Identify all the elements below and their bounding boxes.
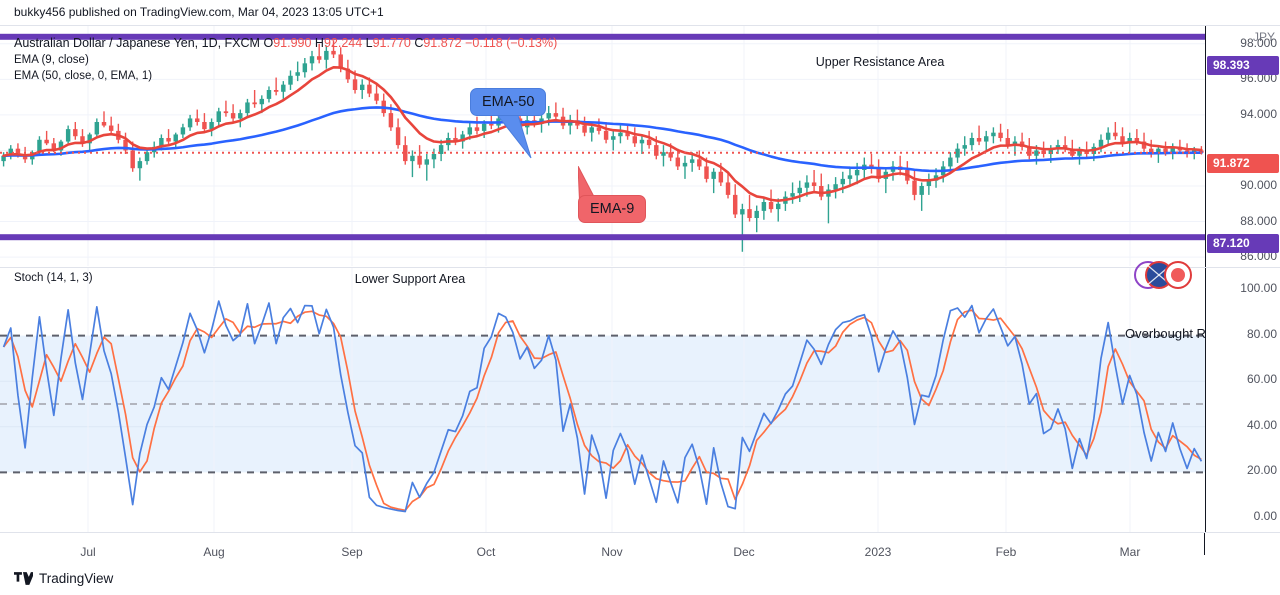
stoch-axis-tick: 60.00 <box>1246 372 1277 387</box>
time-axis-label: Nov <box>601 545 623 559</box>
symbol-legend: Australian Dollar / Japanese Yen, 1D, FX… <box>14 36 557 50</box>
time-axis-label: Aug <box>203 545 225 559</box>
ema9-callout-text: EMA-9 <box>590 201 635 217</box>
lower-support-label: Lower Support Area <box>354 272 466 286</box>
symbol-name: Australian Dollar / Japanese Yen, 1D, FX… <box>14 36 260 50</box>
time-axis-right-tick <box>1204 533 1205 555</box>
time-axis-label: 2023 <box>864 545 892 559</box>
ohlc-close-value: 91.872 <box>423 36 462 50</box>
axis-currency-unit: JPY <box>1252 30 1275 44</box>
price-axis-tick: 94.000 <box>1240 106 1277 121</box>
stochastic-canvas <box>0 268 1205 533</box>
ohlc-open-value: 91.990 <box>273 36 312 50</box>
ema9-callout: EMA-9 <box>578 195 647 223</box>
publisher-strip: bukky456 published on TradingView.com, M… <box>0 0 1280 25</box>
ohlc-high-value: 92.244 <box>323 36 363 50</box>
price-axis[interactable]: JPY 98.000 96.000 94.000 90.000 88.000 86.000… <box>1205 26 1280 532</box>
stoch-axis-tick: 100.00 <box>1240 281 1277 295</box>
time-axis-label: Mar <box>1119 545 1141 559</box>
stoch-axis-tick: 0.00 <box>1253 509 1277 523</box>
current-price-tag: 91.872 <box>1207 154 1279 173</box>
tradingview-logo: TradingView <box>14 571 113 586</box>
ema50-legend[interactable]: EMA (50, close, 0, EMA, 1) <box>14 70 153 82</box>
ohlc-low-value: 91.770 <box>372 36 411 50</box>
upper-zone-price-tag: 98.393 <box>1207 56 1279 75</box>
ema50-callout-tail <box>495 112 532 159</box>
stoch-legend[interactable]: Stoch (14, 1, 3) <box>14 272 93 284</box>
stoch-axis-tick: 40.00 <box>1246 417 1277 432</box>
price-axis-tick: 98.000 <box>1240 35 1277 50</box>
lower-zone-price-tag: 87.120 <box>1207 234 1279 253</box>
ema50-callout-text: EMA-50 <box>482 94 535 110</box>
time-axis-label: Feb <box>995 545 1017 559</box>
publisher-text: bukky456 published on TradingView.com, M… <box>14 5 384 19</box>
ema50-callout: EMA-50 <box>470 88 547 116</box>
axis-separator <box>1205 267 1280 268</box>
upper-resistance-label: Upper Resistance Area <box>815 55 945 69</box>
time-axis-label: Sep <box>341 545 363 559</box>
ohlc-close-label: C <box>414 36 424 50</box>
ohlc-open-label: O <box>263 36 274 50</box>
stoch-axis-tick: 80.00 <box>1246 326 1277 341</box>
ohlc-high-label: H <box>314 36 324 50</box>
overbought-label: Overbought R <box>1125 326 1205 341</box>
time-axis-label: Oct <box>476 545 496 559</box>
tradingview-mark-icon <box>14 572 33 585</box>
ohlc-low-label: L <box>365 36 373 50</box>
price-axis-tick: 88.000 <box>1240 213 1277 228</box>
price-candlestick-canvas <box>0 26 1205 266</box>
time-axis-label: Dec <box>733 545 755 559</box>
oversold-label: Oversold Reg <box>1125 532 1204 533</box>
price-axis-tick: 90.000 <box>1240 178 1277 192</box>
price-pane[interactable] <box>0 26 1205 266</box>
tradingview-brand-text: TradingView <box>39 571 114 586</box>
footer <box>0 563 1280 595</box>
price-change: −0.118 (−0.13%) <box>465 36 558 50</box>
chart-frame: Australian Dollar / Japanese Yen, 1D, FX… <box>0 25 1280 572</box>
stochastic-pane[interactable]: Stoch (14, 1, 3) Overbought R Oversold R… <box>0 267 1205 533</box>
currency-flags-marker[interactable] <box>1132 259 1194 291</box>
stoch-axis-tick: 20.00 <box>1246 463 1277 478</box>
time-axis-label: Jul <box>80 545 96 559</box>
ema9-legend[interactable]: EMA (9, close) <box>14 54 89 66</box>
